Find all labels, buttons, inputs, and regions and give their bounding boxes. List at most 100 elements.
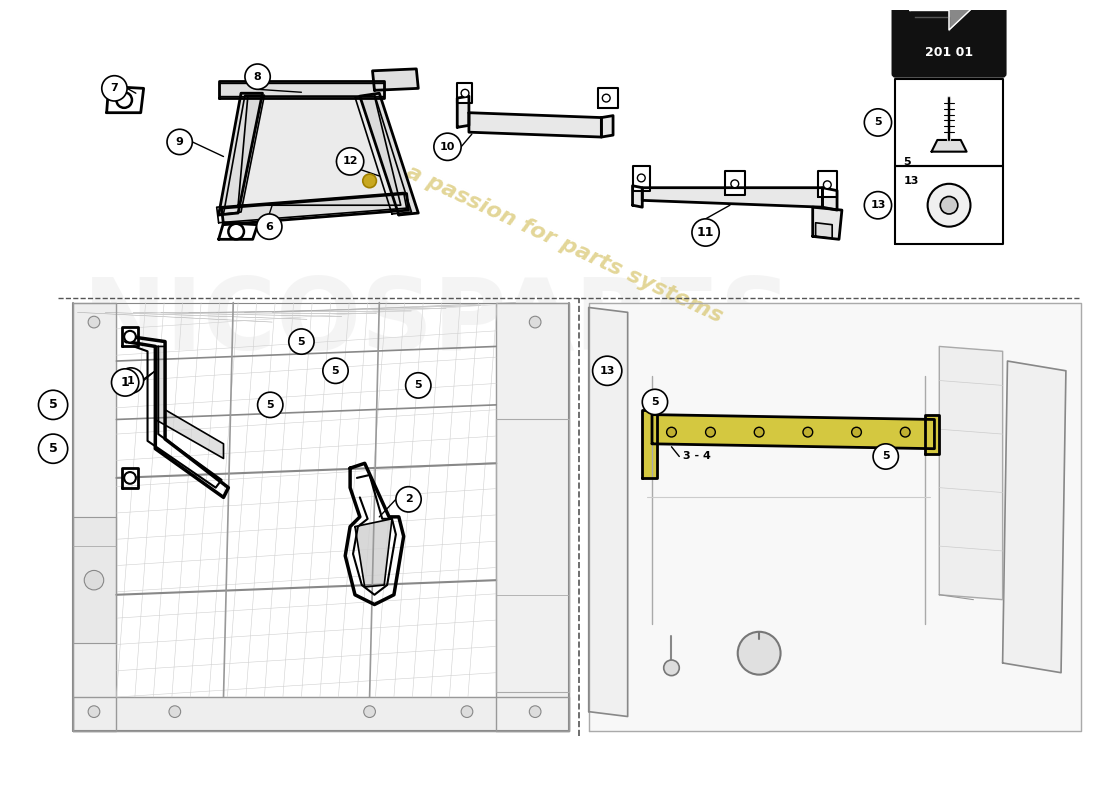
Polygon shape [219, 222, 257, 239]
Polygon shape [588, 307, 628, 717]
Polygon shape [219, 94, 263, 215]
Circle shape [169, 706, 180, 718]
Circle shape [593, 356, 622, 386]
Polygon shape [598, 88, 618, 108]
Circle shape [603, 94, 611, 102]
Circle shape [730, 180, 739, 188]
Circle shape [39, 434, 68, 463]
Polygon shape [932, 140, 967, 152]
Circle shape [667, 427, 676, 437]
Polygon shape [496, 302, 569, 731]
Polygon shape [823, 188, 837, 210]
Circle shape [124, 331, 136, 342]
Polygon shape [939, 346, 1002, 600]
Circle shape [167, 130, 192, 154]
Polygon shape [360, 94, 418, 215]
Circle shape [873, 444, 899, 469]
Circle shape [364, 706, 375, 718]
Polygon shape [219, 81, 384, 98]
Polygon shape [925, 414, 939, 454]
Polygon shape [73, 302, 117, 731]
Text: 5: 5 [48, 442, 57, 455]
Circle shape [901, 427, 910, 437]
Text: 5: 5 [882, 451, 890, 462]
Text: 12: 12 [342, 156, 358, 166]
Text: 5: 5 [298, 337, 305, 346]
Circle shape [642, 390, 668, 414]
Polygon shape [107, 86, 144, 113]
Circle shape [39, 390, 68, 419]
Polygon shape [632, 186, 642, 207]
Circle shape [755, 427, 764, 437]
Text: 1: 1 [128, 375, 135, 386]
Polygon shape [815, 222, 833, 238]
Text: 8: 8 [254, 72, 262, 82]
Polygon shape [817, 171, 837, 198]
Circle shape [803, 427, 813, 437]
Polygon shape [458, 96, 469, 127]
Circle shape [124, 472, 136, 484]
Circle shape [461, 90, 469, 97]
Text: 5: 5 [903, 157, 911, 166]
Text: 5: 5 [415, 380, 422, 390]
Circle shape [363, 174, 376, 188]
Circle shape [865, 191, 892, 219]
Text: 2: 2 [405, 494, 412, 504]
Circle shape [85, 570, 103, 590]
Circle shape [88, 316, 100, 328]
Polygon shape [73, 697, 569, 731]
Polygon shape [496, 419, 569, 692]
Text: 5: 5 [651, 397, 659, 407]
Circle shape [257, 392, 283, 418]
Circle shape [692, 219, 719, 246]
Circle shape [637, 174, 646, 182]
Circle shape [865, 109, 892, 136]
Circle shape [256, 214, 282, 239]
Circle shape [245, 64, 271, 90]
Polygon shape [122, 468, 138, 488]
Polygon shape [221, 194, 408, 225]
Circle shape [406, 373, 431, 398]
Text: 11: 11 [696, 226, 714, 239]
Polygon shape [642, 188, 823, 207]
Circle shape [705, 427, 715, 437]
Circle shape [111, 369, 139, 396]
Text: 1: 1 [121, 376, 130, 389]
Circle shape [396, 486, 421, 512]
Polygon shape [469, 113, 602, 137]
Circle shape [824, 181, 832, 189]
Polygon shape [355, 519, 392, 587]
Polygon shape [725, 171, 745, 195]
Text: 5: 5 [266, 400, 274, 410]
Circle shape [529, 316, 541, 328]
FancyBboxPatch shape [892, 0, 1005, 77]
Text: 10: 10 [440, 142, 455, 152]
FancyBboxPatch shape [637, 366, 939, 638]
Polygon shape [602, 116, 613, 137]
Polygon shape [632, 166, 650, 190]
Text: 5: 5 [332, 366, 339, 376]
Polygon shape [910, 0, 983, 30]
Polygon shape [1002, 361, 1066, 673]
Text: 5: 5 [874, 118, 882, 127]
Polygon shape [238, 96, 400, 206]
Circle shape [322, 358, 349, 383]
Polygon shape [652, 414, 934, 449]
Circle shape [88, 706, 100, 718]
Circle shape [738, 632, 781, 674]
Polygon shape [588, 302, 1080, 731]
Text: 9: 9 [176, 137, 184, 147]
Circle shape [102, 76, 128, 101]
Polygon shape [155, 346, 223, 458]
Polygon shape [373, 69, 418, 90]
Polygon shape [813, 207, 842, 239]
Circle shape [529, 706, 541, 718]
Circle shape [851, 427, 861, 437]
Circle shape [229, 224, 244, 239]
Text: 13: 13 [870, 200, 886, 210]
Circle shape [927, 184, 970, 226]
Polygon shape [895, 78, 1002, 166]
Text: 6: 6 [265, 222, 273, 232]
Text: 13: 13 [903, 176, 918, 186]
Circle shape [663, 660, 680, 676]
